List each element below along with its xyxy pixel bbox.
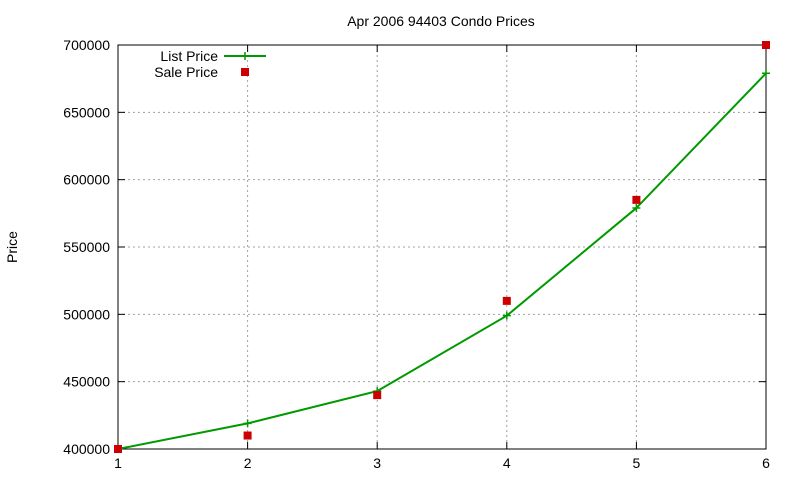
tick-labels: 1 2 3 4 5 6 400000 450000 500000 550000 600000 6500…: [63, 37, 770, 471]
list-price-line: [117, 72, 767, 450]
list-price-point: [632, 203, 641, 212]
y-tick-label: 450000: [63, 374, 110, 390]
sale-price-point: [762, 41, 770, 49]
sale-price-point: [243, 431, 252, 440]
list-price-point: [243, 419, 252, 428]
legend-plus-marker: [241, 52, 249, 60]
legend-label: List Price: [160, 48, 218, 64]
legend-label: Sale Price: [154, 64, 218, 80]
y-tick-label: 550000: [63, 239, 110, 255]
y-tick-label: 700000: [63, 37, 110, 53]
y-tick-label: 600000: [63, 172, 110, 188]
x-tick-label: 6: [762, 455, 770, 471]
x-tick-label: 5: [633, 455, 641, 471]
legend-square-marker: [241, 68, 249, 76]
sale-price-point: [373, 391, 382, 400]
series-1: [114, 41, 770, 453]
ticks: [117, 44, 767, 450]
list-price-point: [502, 311, 511, 320]
sale-price-point: [502, 296, 511, 305]
series-layer: [114, 41, 770, 453]
list-price-point: [762, 69, 770, 78]
x-tick-label: 4: [503, 455, 511, 471]
chart-title: Apr 2006 94403 Condo Prices: [347, 13, 535, 29]
x-tick-label: 3: [373, 455, 381, 471]
y-tick-label: 650000: [63, 104, 110, 120]
y-axis-label: Price: [4, 231, 20, 263]
x-tick-label: 2: [244, 455, 252, 471]
x-tick-label: 1: [114, 455, 122, 471]
y-tick-label: 400000: [63, 441, 110, 457]
sale-price-point: [114, 445, 122, 453]
sale-price-point: [632, 195, 641, 204]
y-tick-label: 500000: [63, 306, 110, 322]
grid: [118, 45, 766, 449]
